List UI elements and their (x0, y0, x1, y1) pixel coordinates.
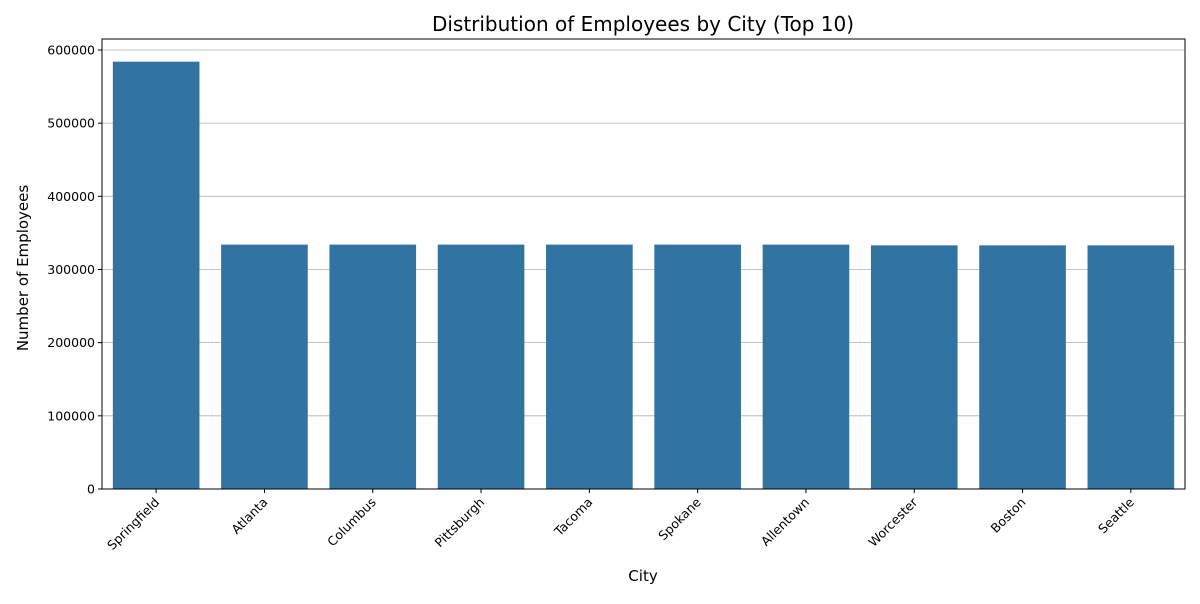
y-tick-label: 0 (87, 482, 95, 497)
x-axis-label: City (628, 567, 658, 585)
x-tick-label: Boston (988, 495, 1029, 536)
y-tick-label: 100000 (47, 408, 95, 423)
x-tick-label: Pittsburgh (432, 495, 488, 551)
y-tick-label: 200000 (47, 335, 95, 350)
bar-springfield (112, 61, 200, 490)
bars (112, 61, 1175, 490)
y-axis-ticks: 0 100000 200000 300000 400000 500000 600000 (47, 42, 102, 497)
y-tick-label: 600000 (47, 42, 95, 57)
x-tick-label: Allentown (758, 495, 812, 549)
x-tick-label: Seattle (1095, 494, 1137, 536)
bar-spokane (654, 244, 741, 489)
chart-title: Distribution of Employees by City (Top 1… (432, 12, 854, 36)
bar-atlanta (221, 244, 308, 489)
y-axis-label: Number of Employees (14, 185, 32, 352)
x-tick-label: Atlanta (228, 495, 270, 537)
x-tick-label: Spokane (655, 494, 704, 543)
x-tick-label: Tacoma (551, 495, 596, 540)
x-axis-ticks: Springfield Atlanta Columbus Pittsburgh Taco… (104, 489, 1137, 553)
y-tick-label: 400000 (47, 189, 95, 204)
bar-allentown (762, 244, 850, 489)
bar-columbus (329, 244, 417, 489)
axes (101, 38, 1186, 490)
bar-seattle (1087, 245, 1175, 489)
y-tick-label: 500000 (47, 116, 95, 131)
x-tick-label: Springfield (104, 495, 162, 553)
x-tick-label: Columbus (324, 495, 379, 550)
y-tick-label: 300000 (47, 262, 95, 277)
x-tick-label: Worcester (865, 494, 921, 550)
bar-tacoma (546, 244, 633, 489)
bar-worcester (870, 245, 958, 489)
bar-pittsburgh (437, 244, 525, 489)
plot-frame (101, 38, 1186, 490)
bar-boston (979, 245, 1066, 489)
